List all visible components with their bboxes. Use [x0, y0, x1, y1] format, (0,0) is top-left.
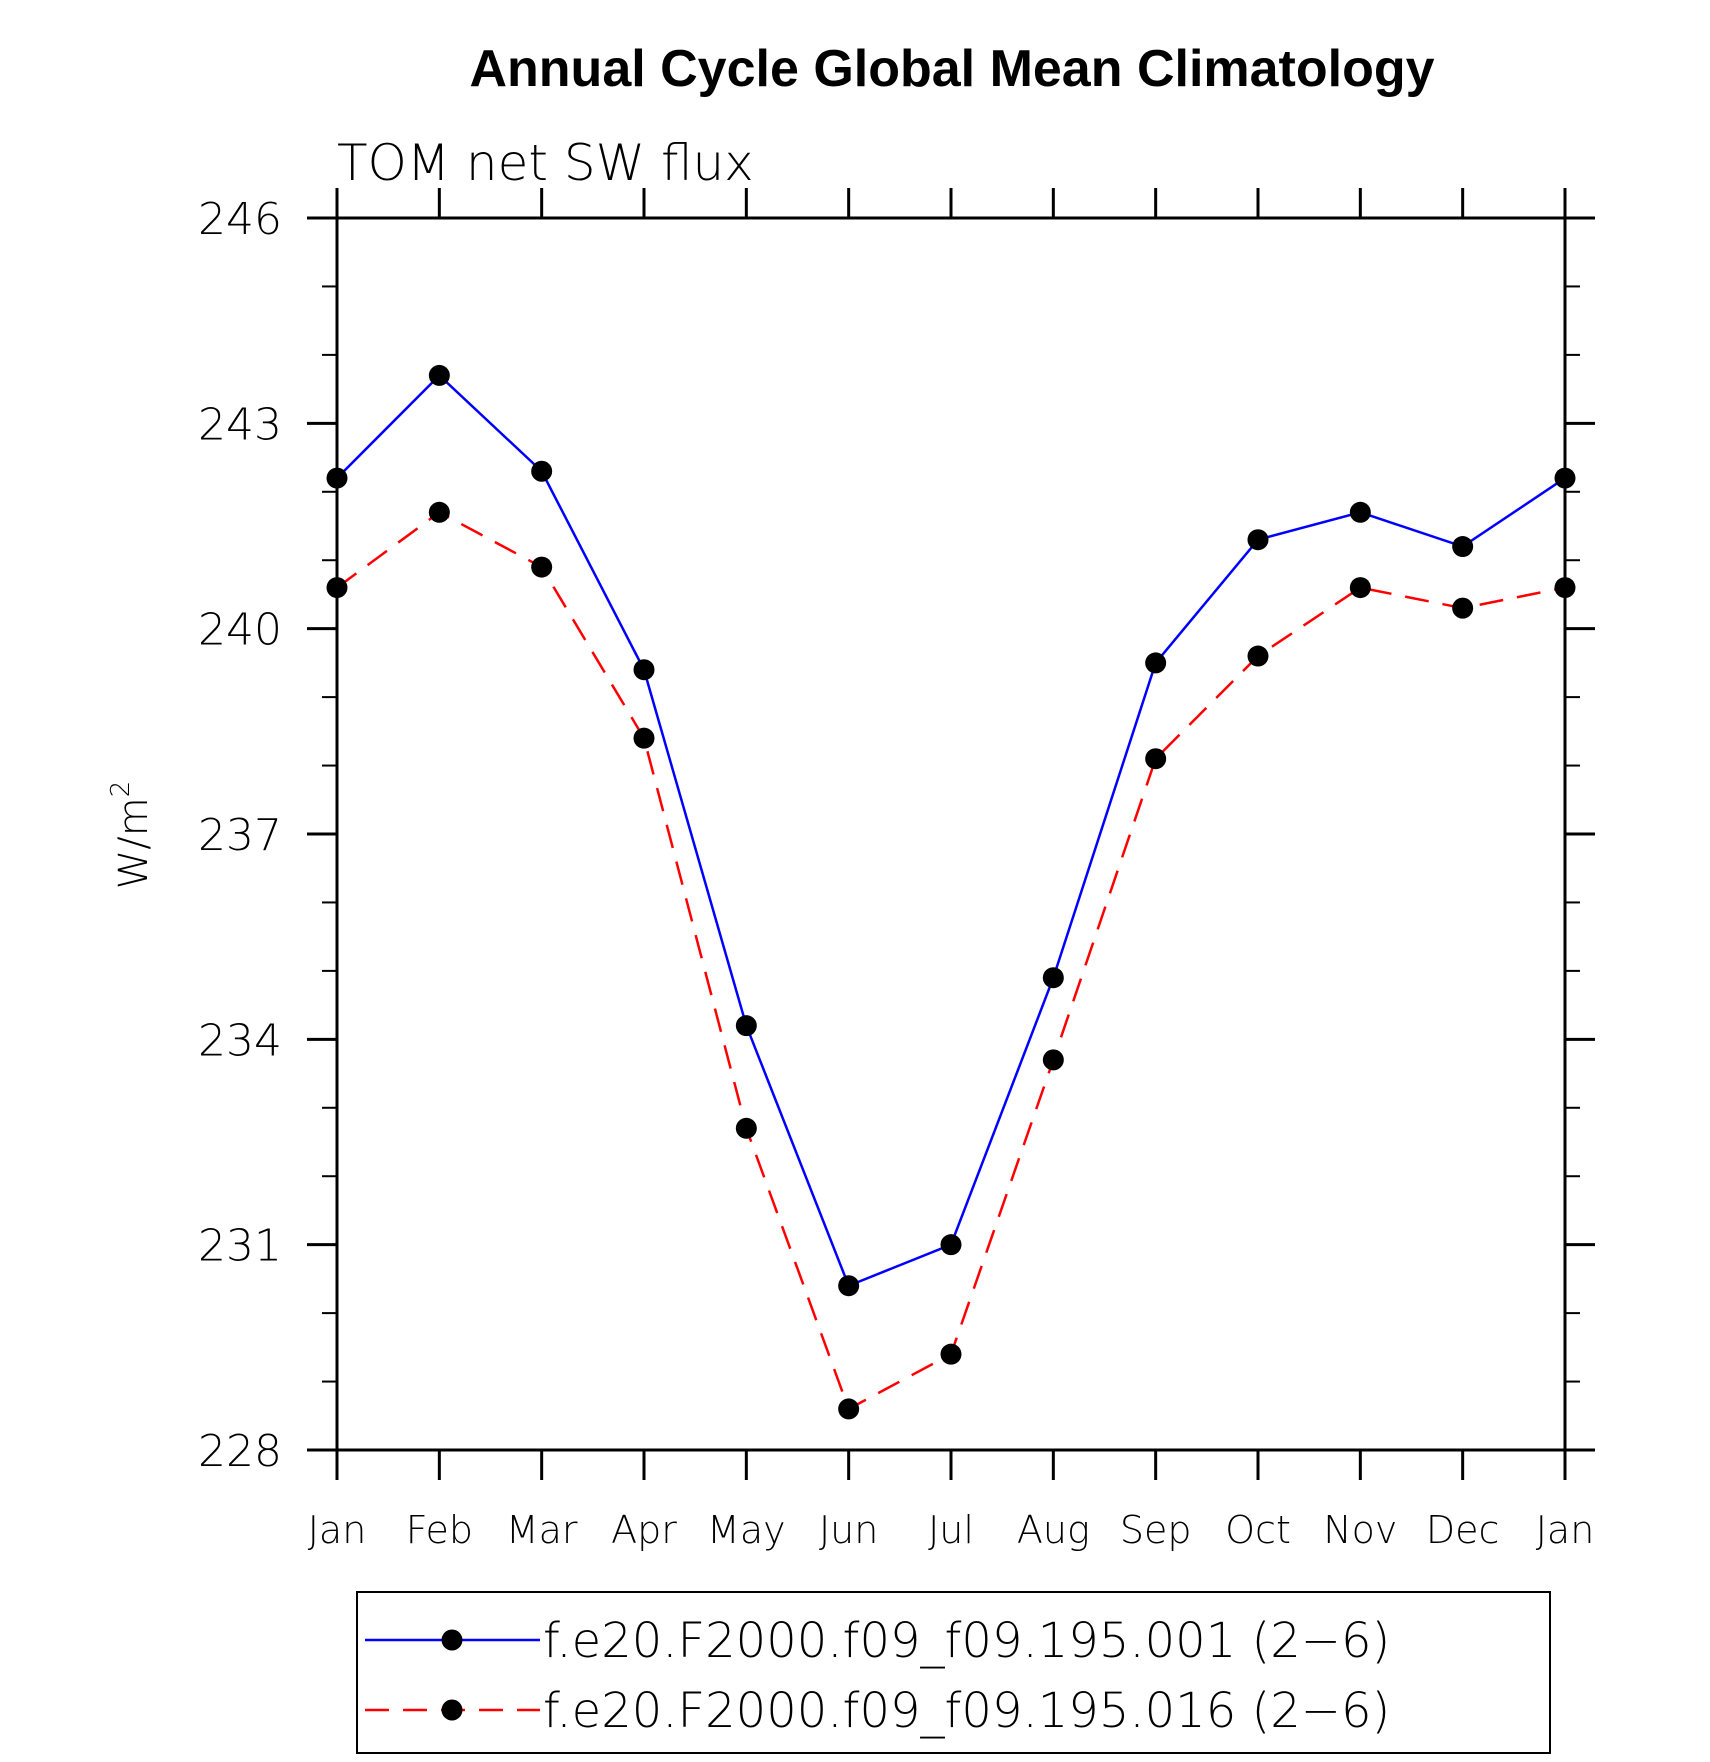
- y-tick-label: 234: [198, 1015, 282, 1066]
- series-2-point: [428, 501, 450, 523]
- series-2-point: [1247, 645, 1269, 667]
- series-1-point: [531, 460, 553, 482]
- y-tick-label: 243: [198, 399, 282, 450]
- legend-marker-2: [441, 1699, 463, 1721]
- y-axis-label: W/m2: [106, 781, 157, 890]
- series-2-point: [1554, 577, 1576, 599]
- x-tick-label: Oct: [1225, 1508, 1291, 1552]
- x-axis-ticks: [335, 188, 1567, 1480]
- series-1-point: [1247, 529, 1269, 551]
- x-tick-label: Feb: [406, 1508, 473, 1552]
- series-2-point: [326, 577, 348, 599]
- x-tick-label: Jan: [308, 1508, 367, 1552]
- x-tick-label: Dec: [1426, 1508, 1500, 1552]
- chart-subtitle: TOM net SW flux: [337, 134, 754, 192]
- y-axis-tick-labels: 228 231 234 237 240 243 246: [198, 194, 282, 1477]
- x-tick-label: Jul: [928, 1508, 974, 1552]
- series-2-point: [1452, 597, 1474, 619]
- series-2-point: [735, 1117, 757, 1139]
- y-tick-label: 231: [198, 1221, 282, 1272]
- series-2-point: [940, 1343, 962, 1365]
- series-1-point: [1042, 967, 1064, 989]
- series-1-point: [838, 1275, 860, 1297]
- x-tick-label: Apr: [611, 1508, 677, 1552]
- series-1-point: [940, 1234, 962, 1256]
- x-tick-label: May: [707, 1508, 786, 1552]
- legend-box: [356, 1591, 1551, 1754]
- series-1-point: [1452, 536, 1474, 558]
- x-tick-label: Sep: [1120, 1508, 1192, 1552]
- y-tick-label: 246: [198, 194, 282, 245]
- series-1-point: [428, 364, 450, 386]
- series-1-point: [735, 1015, 757, 1037]
- legend: f.e20.F2000.f09_f09.195.001 (2−6) f.e20.F…: [356, 1591, 1551, 1754]
- y-axis-label-group: W/m2: [106, 781, 157, 890]
- x-tick-label: Jan: [1536, 1508, 1595, 1552]
- y-axis-label-superscript: 2: [106, 781, 136, 798]
- series-1-point: [633, 659, 655, 681]
- x-tick-label: Aug: [1017, 1508, 1090, 1552]
- y-axis-label-text: W/m: [111, 797, 157, 889]
- series-line-1: [336, 373, 1566, 1288]
- series-markers: [326, 364, 1576, 1420]
- chart-title: Annual Cycle Global Mean Climatology: [469, 40, 1434, 98]
- series-2-point: [838, 1398, 860, 1420]
- series-2-point: [633, 727, 655, 749]
- x-tick-label: Jun: [819, 1508, 878, 1552]
- series-line-2: [336, 510, 1566, 1411]
- y-tick-label: 237: [198, 810, 282, 861]
- series-1-point: [1145, 652, 1167, 674]
- plot-frame: [335, 216, 1567, 1452]
- y-axis-ticks: [307, 216, 1595, 1452]
- series-2-point: [1349, 577, 1371, 599]
- y-tick-label: 240: [198, 605, 282, 656]
- series-2-point: [531, 556, 553, 578]
- series-1-point: [1554, 467, 1576, 489]
- legend-items: f.e20.F2000.f09_f09.195.001 (2−6) f.e20.F…: [365, 1613, 1390, 1739]
- legend-label-2: f.e20.F2000.f09_f09.195.016 (2−6): [543, 1683, 1390, 1739]
- series-2-point: [1145, 748, 1167, 770]
- legend-marker-1: [441, 1629, 463, 1651]
- y-tick-label: 228: [198, 1426, 282, 1477]
- x-tick-label: Nov: [1323, 1508, 1397, 1552]
- x-axis-tick-labels: Jan Feb Mar Apr May Jun Jul Aug Sep Oct Nov Dec Jan: [308, 1508, 1595, 1552]
- x-tick-label: Mar: [506, 1508, 578, 1552]
- series-2-point: [1042, 1049, 1064, 1071]
- legend-label-1: f.e20.F2000.f09_f09.195.001 (2−6): [543, 1613, 1390, 1669]
- series-1-point: [326, 467, 348, 489]
- series-1-point: [1349, 501, 1371, 523]
